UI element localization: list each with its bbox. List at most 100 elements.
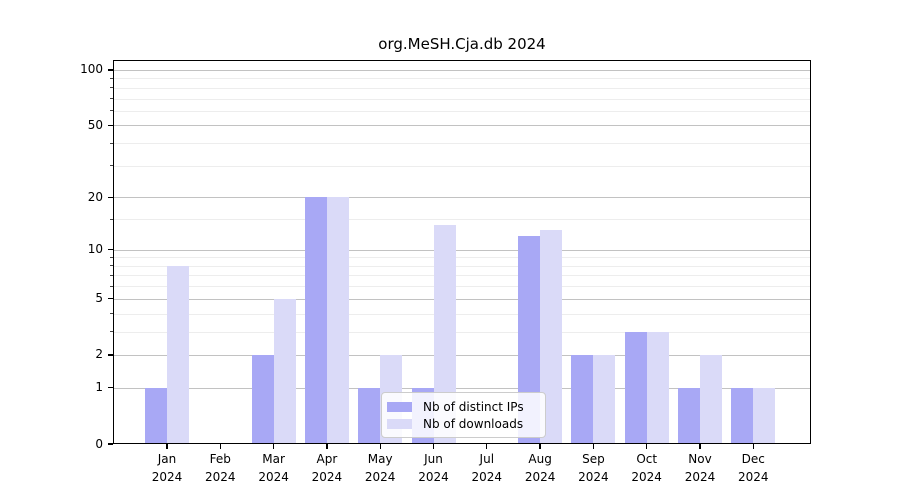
- bar-distinct-ips-sep: [571, 354, 594, 443]
- x-label-month: Mar: [262, 452, 285, 466]
- y-tick-label-5: 5: [95, 291, 103, 306]
- x-label-year: 2024: [151, 469, 183, 484]
- grid-minor-40: [114, 143, 810, 145]
- x-tick-9: [646, 444, 648, 449]
- bar-distinct-ips-nov: [678, 387, 700, 443]
- x-tick-label-sep-2024: Sep 2024: [548, 451, 638, 486]
- x-label-month: Jul: [479, 452, 495, 466]
- x-label-year: 2024: [205, 469, 236, 484]
- legend-swatch-downloads: [387, 418, 412, 429]
- bar-distinct-ips-aug: [518, 236, 541, 443]
- grid-major-5: [114, 298, 810, 300]
- y-minor-tick-7: [110, 274, 113, 276]
- x-tick-label-may-2024: May 2024: [335, 451, 425, 486]
- x-tick-label-mar-2024: Mar 2024: [229, 451, 319, 486]
- y-minor-tick-6: [110, 285, 113, 287]
- bar-downloads-mar: [273, 298, 296, 443]
- legend: Nb of distinct IPs Nb of downloads: [381, 392, 546, 438]
- x-tick-3: [326, 444, 328, 449]
- y-minor-tick-40: [110, 142, 113, 144]
- y-tick-10: [108, 249, 113, 251]
- grid-minor-90: [114, 78, 810, 80]
- x-label-month: Jun: [424, 452, 443, 466]
- y-minor-tick-4: [110, 313, 113, 315]
- x-label-month: Sep: [582, 452, 605, 466]
- grid-major-1: [114, 387, 810, 389]
- bar-downloads-jun: [433, 224, 456, 443]
- x-tick-label-apr-2024: Apr 2024: [282, 451, 372, 486]
- y-tick-0: [108, 443, 113, 445]
- y-tick-label-50: 50: [87, 117, 103, 132]
- bar-downloads-aug: [540, 230, 563, 443]
- y-tick-label-10: 10: [87, 242, 103, 257]
- x-label-month: Nov: [688, 452, 712, 466]
- bar-downloads-apr: [326, 197, 349, 443]
- x-tick-10: [699, 444, 701, 449]
- grid-minor-80: [114, 87, 810, 89]
- y-tick-50: [108, 124, 113, 126]
- x-tick-8: [592, 444, 595, 449]
- x-label-year: 2024: [524, 469, 556, 484]
- bar-downloads-sep: [593, 354, 616, 443]
- grid-minor-30: [114, 165, 810, 167]
- y-minor-tick-8: [110, 265, 113, 267]
- bar-distinct-ips-dec: [731, 387, 754, 443]
- grid-major-2: [114, 354, 810, 356]
- x-label-month: Jan: [157, 452, 177, 466]
- bar-downloads-nov: [700, 354, 722, 443]
- x-label-month: Aug: [528, 452, 552, 466]
- x-tick-1: [219, 444, 221, 449]
- x-label-year: 2024: [738, 469, 769, 484]
- x-tick-label-dec-2024: Dec 2024: [708, 451, 798, 486]
- grid-minor-4: [114, 313, 810, 315]
- x-tick-6: [486, 444, 488, 449]
- x-tick-5: [432, 444, 435, 449]
- x-label-month: Feb: [209, 452, 231, 466]
- y-tick-label-100: 100: [80, 62, 103, 77]
- x-label-month: Apr: [316, 452, 338, 466]
- bar-distinct-ips-apr: [304, 197, 327, 443]
- legend-label-distinct-ips: Nb of distinct IPs: [423, 399, 524, 414]
- bar-distinct-ips-jan: [145, 387, 167, 443]
- legend-swatch-distinct-ips: [387, 401, 412, 412]
- y-tick-2: [108, 354, 113, 356]
- x-label-year: 2024: [631, 469, 662, 484]
- y-tick-label-1: 1: [95, 380, 103, 395]
- y-minor-tick-90: [110, 77, 113, 79]
- grid-minor-7: [114, 275, 810, 277]
- y-tick-100: [108, 69, 113, 71]
- legend-row-distinct-ips: Nb of distinct IPs: [387, 400, 539, 414]
- x-label-year: 2024: [311, 469, 343, 484]
- x-label-year: 2024: [578, 469, 609, 484]
- y-minor-tick-3: [110, 331, 113, 333]
- grid-major-100: [114, 69, 810, 71]
- x-tick-label-nov-2024: Nov 2024: [655, 451, 745, 486]
- x-label-year: 2024: [258, 469, 289, 484]
- grid-minor-60: [114, 110, 810, 112]
- grid-major-50: [114, 125, 810, 127]
- legend-label-downloads: Nb of downloads: [423, 416, 524, 431]
- grid-major-10: [114, 249, 810, 251]
- x-tick-11: [752, 444, 754, 449]
- x-tick-label-aug-2024: Aug 2024: [495, 451, 585, 486]
- x-label-year: 2024: [364, 469, 396, 484]
- x-tick-label-jan-2024: Jan 2024: [122, 451, 212, 486]
- x-tick-2: [272, 444, 275, 449]
- y-tick-1: [108, 387, 113, 389]
- bar-distinct-ips-mar: [251, 354, 274, 443]
- y-minor-tick-60: [110, 110, 113, 112]
- x-tick-0: [166, 444, 168, 449]
- grid-minor-9: [114, 257, 810, 259]
- chart-title: org.MeSH.Cja.db 2024: [378, 35, 546, 53]
- bar-downloads-oct: [646, 331, 669, 443]
- grid-minor-6: [114, 286, 810, 288]
- x-tick-label-feb-2024: Feb 2024: [175, 451, 265, 486]
- bar-distinct-ips-oct: [624, 331, 647, 443]
- x-tick-7: [539, 444, 541, 449]
- y-minor-tick-70: [110, 98, 113, 100]
- y-tick-label-2: 2: [95, 347, 103, 362]
- x-tick-label-jun-2024: Jun 2024: [389, 451, 479, 486]
